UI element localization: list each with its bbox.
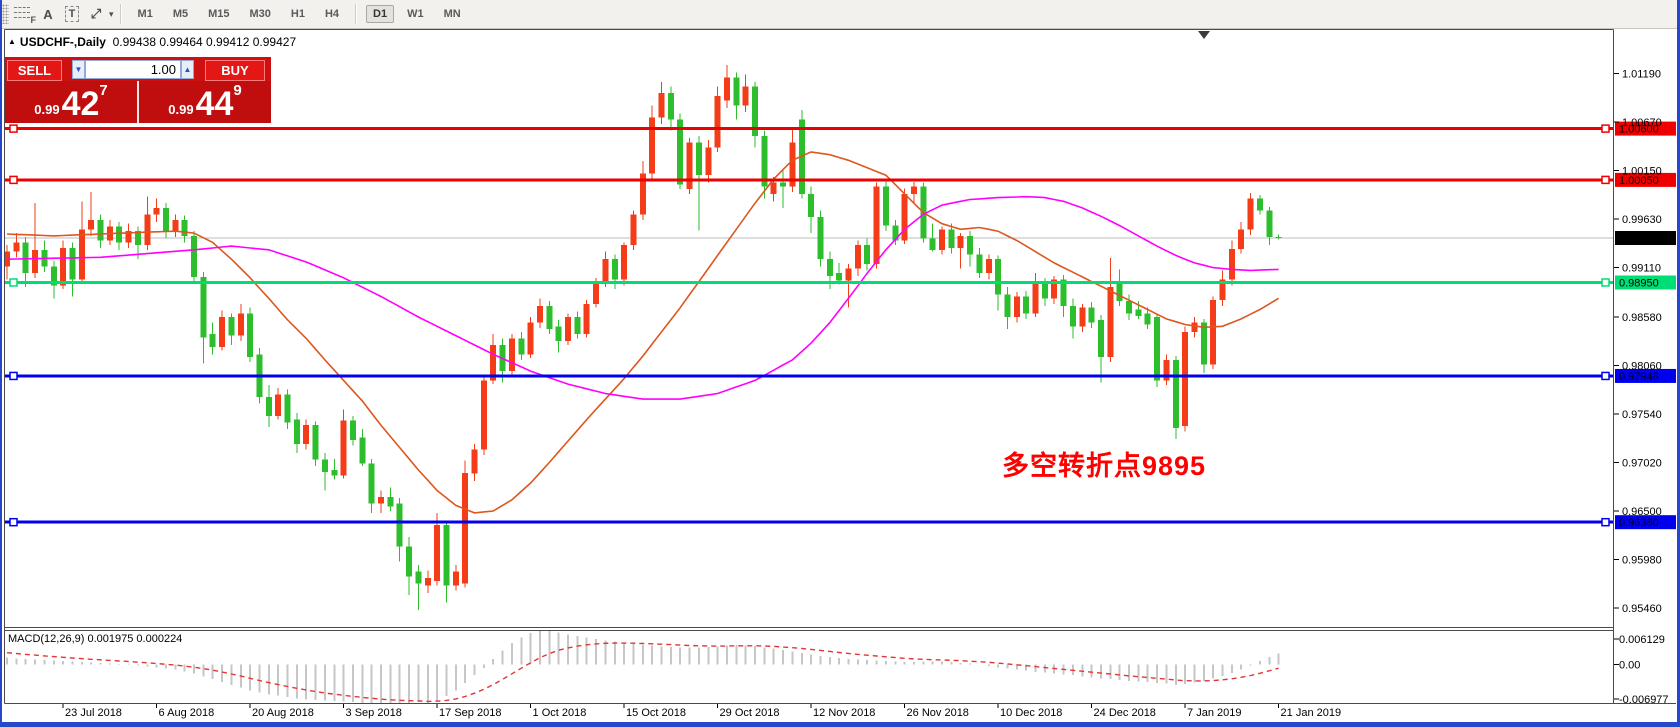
svg-text:3 Sep 2018: 3 Sep 2018 xyxy=(346,707,402,719)
toolbar-separator xyxy=(355,4,358,24)
svg-text:-0.006977: -0.006977 xyxy=(1619,694,1669,706)
text-label-icon[interactable]: T xyxy=(60,3,84,25)
svg-text:6 Aug 2018: 6 Aug 2018 xyxy=(159,707,215,719)
svg-text:1.00600: 1.00600 xyxy=(1619,124,1659,136)
svg-text:0.99630: 0.99630 xyxy=(1622,214,1662,226)
macd-signal-line xyxy=(6,642,1279,703)
svg-text:0.95460: 0.95460 xyxy=(1622,603,1662,615)
ma-slow-line xyxy=(6,195,1279,400)
svg-text:21 Jan 2019: 21 Jan 2019 xyxy=(1281,707,1342,719)
bid-price[interactable]: 0.99 42 7 xyxy=(34,82,108,124)
svg-text:0.97948: 0.97948 xyxy=(1619,371,1659,383)
toolbar-separator xyxy=(119,4,122,24)
sell-button[interactable]: SELL xyxy=(7,60,62,81)
svg-text:29 Oct 2018: 29 Oct 2018 xyxy=(720,707,780,719)
timeframe-button-M1[interactable]: M1 xyxy=(137,8,153,20)
toolbar: F A T ⤢ ▾ M1 M5 M15 M30 H1 H4 D1 W1 MN xyxy=(0,0,1680,29)
svg-text:12 Nov 2018: 12 Nov 2018 xyxy=(813,707,875,719)
svg-text:17 Sep 2018: 17 Sep 2018 xyxy=(439,707,501,719)
chart-shift-marker-icon[interactable] xyxy=(1198,31,1210,39)
timeframe-button-MN[interactable]: MN xyxy=(443,8,461,20)
svg-text:0.96380: 0.96380 xyxy=(1619,517,1659,529)
svg-text:0.97540: 0.97540 xyxy=(1622,409,1662,421)
timeframe-button-H4[interactable]: H4 xyxy=(324,8,340,20)
timeframe-button-D1[interactable]: D1 xyxy=(366,5,395,23)
text-tool-icon[interactable]: A xyxy=(43,6,53,22)
volume-decrease-button[interactable]: ▼ xyxy=(72,60,85,79)
macd-values: 0.001975 0.000224 xyxy=(87,633,183,645)
timeframe-button-H1[interactable]: H1 xyxy=(290,8,305,20)
window-border-right xyxy=(1677,0,1680,727)
svg-text:15 Oct 2018: 15 Oct 2018 xyxy=(626,707,686,719)
symbol-period-label: USDCHF-,Daily xyxy=(19,35,106,49)
svg-text:1.00150: 1.00150 xyxy=(1622,166,1662,178)
drawing-tools-group: F A T ⤢ ▾ xyxy=(12,3,114,25)
horizontal-lines-layer[interactable]: 1.00600 1.00050 0.98950 0.97948 0.96380 xyxy=(5,121,1676,530)
svg-text:0.99427: 0.99427 xyxy=(1619,233,1659,245)
toolbar-grip-icon[interactable] xyxy=(2,4,9,24)
svg-text:0.97020: 0.97020 xyxy=(1622,457,1662,469)
svg-text:0.98060: 0.98060 xyxy=(1622,360,1662,372)
candles-layer xyxy=(4,65,1282,610)
ask-price[interactable]: 0.99 44 9 xyxy=(137,81,271,123)
svg-text:1 Oct 2018: 1 Oct 2018 xyxy=(533,707,587,719)
svg-text:1.00670: 1.00670 xyxy=(1622,117,1662,129)
macd-layer: 0.006129 0.00 -0.006977 xyxy=(6,630,1669,706)
svg-text:0.95980: 0.95980 xyxy=(1622,554,1662,566)
chart-text-annotation: 多空转折点9895 xyxy=(1002,451,1207,481)
svg-text:20 Aug 2018: 20 Aug 2018 xyxy=(252,707,314,719)
svg-text:1.00050: 1.00050 xyxy=(1619,175,1659,187)
timeframe-button-M15[interactable]: M15 xyxy=(208,8,230,20)
current-price-tag xyxy=(1615,231,1676,245)
collapse-panel-icon[interactable]: ▲ xyxy=(8,37,16,46)
ohlc-values: 0.99438 0.99464 0.99412 0.99427 xyxy=(112,35,297,49)
svg-text:0.99110: 0.99110 xyxy=(1622,263,1661,275)
svg-text:26 Nov 2018: 26 Nov 2018 xyxy=(907,707,969,719)
svg-text:0.00: 0.00 xyxy=(1619,660,1640,672)
svg-text:24 Dec 2018: 24 Dec 2018 xyxy=(1094,707,1156,719)
window-border-left xyxy=(0,0,2,727)
volume-increase-button[interactable]: ▲ xyxy=(181,60,194,79)
svg-text:0.006129: 0.006129 xyxy=(1619,634,1665,646)
time-axis[interactable]: 23 Jul 2018 6 Aug 2018 20 Aug 2018 3 Sep 20… xyxy=(62,703,1342,719)
timeframe-group: M1 M5 M15 M30 H1 H4 D1 W1 MN xyxy=(128,4,471,24)
svg-text:10 Dec 2018: 10 Dec 2018 xyxy=(1000,707,1062,719)
price-axis[interactable]: 1.01190 1.00670 1.00150 0.99630 0.99110 0.985… xyxy=(1613,69,1676,615)
svg-text:7 Jan 2019: 7 Jan 2019 xyxy=(1187,707,1241,719)
svg-text:23 Jul 2018: 23 Jul 2018 xyxy=(65,707,122,719)
timeframe-button-M5[interactable]: M5 xyxy=(172,8,189,20)
window-border-bottom[interactable] xyxy=(0,722,1680,727)
timeframe-button-M30[interactable]: M30 xyxy=(249,8,271,20)
svg-text:0.98950: 0.98950 xyxy=(1619,277,1659,289)
svg-text:1.01190: 1.01190 xyxy=(1622,69,1661,81)
buy-button[interactable]: BUY xyxy=(205,60,265,81)
fibonacci-icon[interactable]: F xyxy=(12,3,36,25)
volume-input[interactable] xyxy=(85,60,181,79)
svg-text:0.98580: 0.98580 xyxy=(1622,312,1662,324)
macd-indicator-label: MACD(12,26,9) 0.001975 0.000224 xyxy=(8,633,183,645)
chart-ohlc-header: ▲ USDCHF-,Daily 0.99438 0.99464 0.99412 0… xyxy=(8,35,296,49)
arrow-tools-icon[interactable]: ⤢ xyxy=(90,6,102,21)
dropdown-caret-icon[interactable]: ▾ xyxy=(109,8,114,19)
svg-text:0.96500: 0.96500 xyxy=(1622,506,1662,518)
timeframe-button-W1[interactable]: W1 xyxy=(407,8,424,20)
